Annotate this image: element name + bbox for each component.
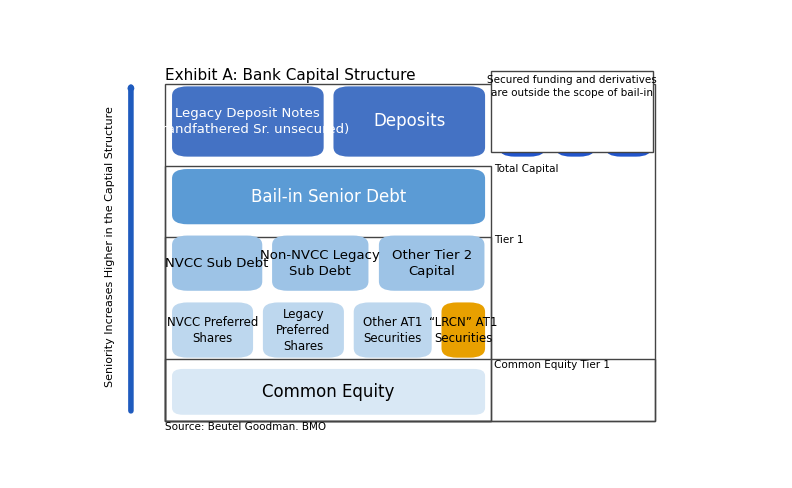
- FancyBboxPatch shape: [272, 236, 368, 291]
- Text: Source: Beutel Goodman. BMO: Source: Beutel Goodman. BMO: [166, 423, 326, 432]
- Text: Exhibit A: Bank Capital Structure: Exhibit A: Bank Capital Structure: [166, 68, 416, 83]
- Text: Deposits: Deposits: [373, 113, 445, 130]
- Text: Covered
Bonds: Covered Bonds: [497, 107, 546, 136]
- FancyBboxPatch shape: [499, 86, 545, 157]
- Text: Non-NVCC Legacy
Sub Debt: Non-NVCC Legacy Sub Debt: [261, 249, 380, 278]
- Text: Other AT1
Securities: Other AT1 Securities: [363, 316, 422, 345]
- Text: NVCC Sub Debt: NVCC Sub Debt: [166, 257, 268, 270]
- Text: Seniority Increases Higher in the Captial Structure: Seniority Increases Higher in the Captia…: [105, 106, 115, 387]
- Text: Total Capital: Total Capital: [493, 164, 558, 174]
- FancyBboxPatch shape: [263, 303, 344, 358]
- Text: Total loss-absorbing capacity: Total loss-absorbing capacity: [503, 82, 654, 92]
- FancyBboxPatch shape: [172, 169, 485, 224]
- FancyBboxPatch shape: [490, 71, 653, 152]
- Text: Struct.
Products: Struct. Products: [603, 107, 654, 136]
- Text: “LRCN” AT1
Securities: “LRCN” AT1 Securities: [429, 316, 497, 345]
- Text: Common Equity: Common Equity: [262, 383, 394, 401]
- Text: ABS: ABS: [564, 115, 587, 128]
- Text: Common Equity Tier 1: Common Equity Tier 1: [493, 360, 610, 370]
- FancyBboxPatch shape: [556, 86, 595, 157]
- FancyBboxPatch shape: [379, 236, 485, 291]
- Text: Legacy Deposit Notes
(Grandfathered Sr. unsecured): Legacy Deposit Notes (Grandfathered Sr. …: [147, 107, 349, 136]
- FancyBboxPatch shape: [172, 369, 485, 415]
- Text: Secured funding and derivatives
are outside the scope of bail-in: Secured funding and derivatives are outs…: [487, 75, 657, 98]
- FancyBboxPatch shape: [333, 86, 485, 157]
- FancyArrowPatch shape: [130, 87, 131, 411]
- FancyBboxPatch shape: [441, 303, 485, 358]
- FancyBboxPatch shape: [172, 236, 262, 291]
- Text: Bail-in Senior Debt: Bail-in Senior Debt: [251, 188, 406, 205]
- Text: Legacy
Preferred
Shares: Legacy Preferred Shares: [276, 307, 330, 352]
- Text: NVCC Preferred
Shares: NVCC Preferred Shares: [167, 316, 258, 345]
- Text: Other Tier 2
Capital: Other Tier 2 Capital: [391, 249, 472, 278]
- Text: Tier 1: Tier 1: [493, 235, 524, 245]
- FancyBboxPatch shape: [172, 86, 324, 157]
- FancyBboxPatch shape: [354, 303, 432, 358]
- FancyBboxPatch shape: [605, 86, 651, 157]
- FancyBboxPatch shape: [172, 303, 253, 358]
